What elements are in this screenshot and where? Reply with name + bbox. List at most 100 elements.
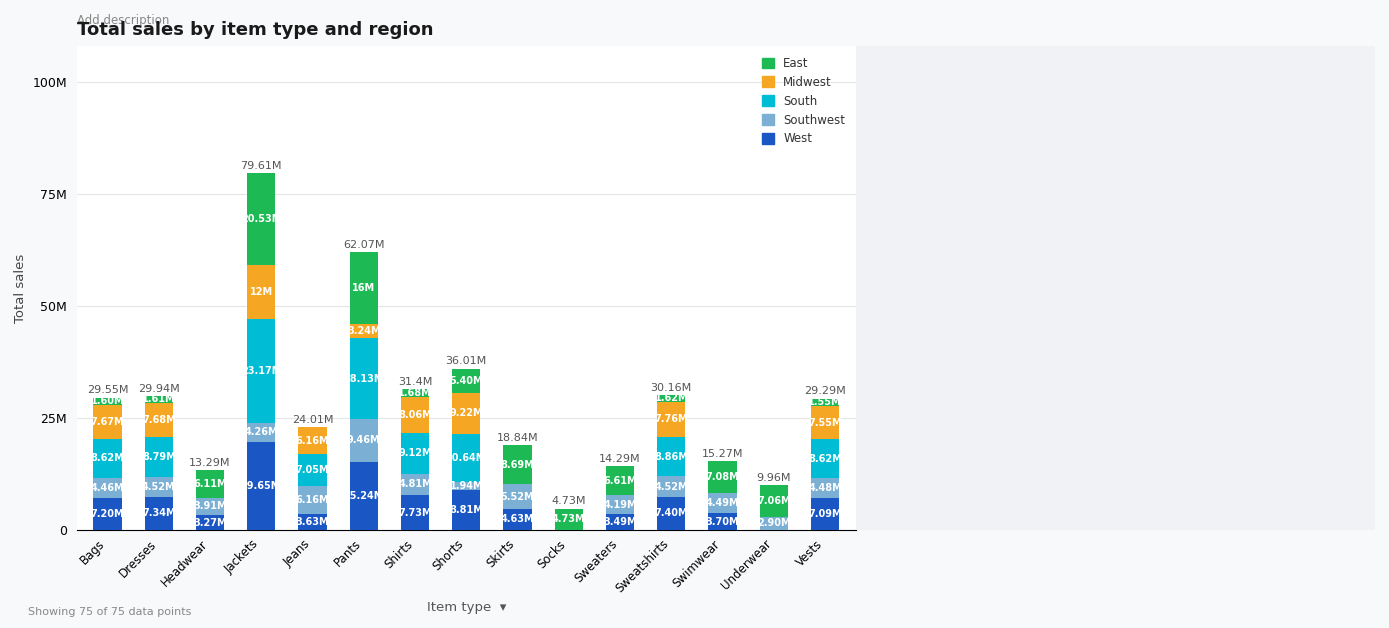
- Bar: [350, 323, 378, 338]
- Text: 36.01M: 36.01M: [446, 356, 488, 366]
- Text: 14.29M: 14.29M: [599, 453, 640, 463]
- Bar: [144, 477, 172, 497]
- Text: 9.46M: 9.46M: [347, 435, 381, 445]
- Text: 8.79M: 8.79M: [142, 452, 175, 462]
- Bar: [401, 433, 429, 474]
- Bar: [811, 478, 839, 498]
- Text: 15.27M: 15.27M: [701, 449, 743, 459]
- Text: 3.70M: 3.70M: [706, 517, 739, 526]
- Text: 12M: 12M: [250, 287, 272, 297]
- Bar: [196, 470, 224, 498]
- Text: 1.61M: 1.61M: [142, 394, 175, 404]
- Bar: [657, 497, 685, 530]
- Text: 7.20M: 7.20M: [90, 509, 125, 519]
- Bar: [144, 396, 172, 403]
- Bar: [299, 455, 326, 486]
- Bar: [708, 493, 736, 513]
- Text: 8.86M: 8.86M: [654, 452, 688, 462]
- Text: 29.94M: 29.94M: [138, 384, 179, 394]
- Text: 8.62M: 8.62M: [808, 454, 842, 463]
- Text: 7.67M: 7.67M: [90, 417, 125, 427]
- Bar: [196, 515, 224, 530]
- X-axis label: Item type  ▾: Item type ▾: [426, 601, 506, 614]
- Text: 3.91M: 3.91M: [193, 501, 226, 511]
- Bar: [93, 497, 122, 530]
- Text: 4.26M: 4.26M: [244, 427, 278, 437]
- Text: Total sales by item type and region: Total sales by item type and region: [76, 21, 433, 39]
- Text: 7.68M: 7.68M: [142, 415, 175, 425]
- Bar: [554, 509, 583, 530]
- Bar: [503, 509, 532, 530]
- Bar: [760, 517, 788, 530]
- Text: 3.63M: 3.63M: [296, 517, 329, 527]
- Bar: [606, 495, 635, 514]
- Bar: [350, 338, 378, 420]
- Y-axis label: Total sales: Total sales: [14, 254, 26, 323]
- Text: 1.68M: 1.68M: [399, 388, 432, 398]
- Text: 8.06M: 8.06M: [399, 410, 432, 420]
- Bar: [247, 442, 275, 530]
- Text: 1.60M: 1.60M: [90, 396, 125, 406]
- Text: 29.29M: 29.29M: [804, 386, 846, 396]
- Text: 16M: 16M: [353, 283, 375, 293]
- Text: 79.61M: 79.61M: [240, 161, 282, 171]
- Bar: [811, 406, 839, 440]
- Text: 29.55M: 29.55M: [86, 386, 128, 395]
- Text: 6.11M: 6.11M: [193, 479, 226, 489]
- Text: 20.53M: 20.53M: [242, 214, 282, 224]
- Text: 3.27M: 3.27M: [193, 517, 226, 528]
- Text: 4.52M: 4.52M: [142, 482, 175, 492]
- Bar: [299, 514, 326, 530]
- Bar: [144, 497, 172, 530]
- Bar: [453, 482, 481, 490]
- Bar: [350, 252, 378, 323]
- Text: 7.55M: 7.55M: [808, 418, 842, 428]
- Bar: [401, 474, 429, 495]
- Bar: [503, 445, 532, 484]
- Text: 3.24M: 3.24M: [347, 326, 381, 336]
- Text: Showing 75 of 75 data points: Showing 75 of 75 data points: [28, 607, 192, 617]
- Text: 8.62M: 8.62M: [90, 453, 125, 463]
- Text: 9.96M: 9.96M: [757, 473, 790, 483]
- Bar: [708, 462, 736, 493]
- Text: 9.12M: 9.12M: [399, 448, 432, 458]
- Text: 4.52M: 4.52M: [654, 482, 688, 492]
- Text: 5.52M: 5.52M: [500, 492, 535, 502]
- Text: 4.73M: 4.73M: [551, 496, 586, 506]
- Text: 4.19M: 4.19M: [603, 500, 636, 510]
- Bar: [299, 486, 326, 514]
- Text: 13.29M: 13.29M: [189, 458, 231, 468]
- Text: 4.48M: 4.48M: [808, 483, 842, 493]
- Bar: [247, 319, 275, 423]
- Text: 62.07M: 62.07M: [343, 240, 385, 250]
- Text: 10.64M: 10.64M: [446, 453, 486, 463]
- Text: 6.61M: 6.61M: [603, 475, 636, 485]
- Bar: [657, 477, 685, 497]
- Bar: [503, 484, 532, 509]
- Bar: [811, 498, 839, 530]
- Bar: [401, 389, 429, 397]
- Text: 9.22M: 9.22M: [450, 408, 483, 418]
- Bar: [93, 478, 122, 497]
- Bar: [453, 392, 481, 434]
- Text: 8.81M: 8.81M: [450, 505, 483, 515]
- Bar: [657, 402, 685, 437]
- Text: 7.76M: 7.76M: [654, 414, 688, 425]
- Text: 4.81M: 4.81M: [399, 479, 432, 489]
- Bar: [811, 399, 839, 406]
- Bar: [350, 420, 378, 462]
- Text: 2.90M: 2.90M: [757, 518, 790, 528]
- Text: 6.16M: 6.16M: [296, 495, 329, 505]
- Bar: [93, 439, 122, 478]
- Bar: [299, 427, 326, 455]
- Bar: [760, 485, 788, 517]
- Text: 3.49M: 3.49M: [603, 517, 636, 527]
- Text: 1.55M: 1.55M: [808, 397, 842, 407]
- Text: 7.34M: 7.34M: [142, 509, 175, 518]
- Bar: [606, 466, 635, 495]
- Bar: [196, 498, 224, 515]
- Text: 4.46M: 4.46M: [90, 483, 125, 492]
- Bar: [657, 437, 685, 477]
- Text: 7.73M: 7.73M: [399, 507, 432, 517]
- Bar: [401, 495, 429, 530]
